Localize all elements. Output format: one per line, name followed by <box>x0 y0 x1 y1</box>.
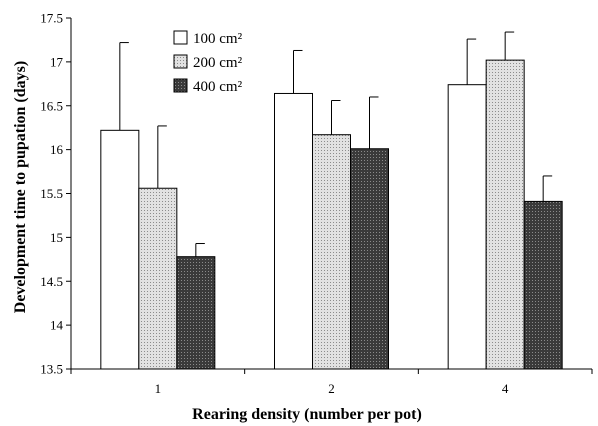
y-axis-title: Development time to pupation (days) <box>12 61 29 313</box>
bar <box>350 148 389 370</box>
legend-label: 200 cm² <box>193 55 243 71</box>
plot-area <box>70 18 592 370</box>
bar <box>312 134 351 370</box>
y-tick-label: 17 <box>50 54 64 69</box>
bar <box>176 256 216 370</box>
x-tick-label: 4 <box>502 381 509 396</box>
bar <box>523 200 563 370</box>
bar <box>100 129 140 370</box>
bar <box>138 187 178 370</box>
bar <box>274 92 313 370</box>
y-tick-label: 14 <box>50 318 64 333</box>
legend-swatch <box>173 54 188 69</box>
legend-swatch <box>173 78 188 93</box>
y-tick-label: 14.5 <box>40 274 63 289</box>
legend: 100 cm² 200 cm² 400 cm² <box>173 30 243 95</box>
legend-label: 400 cm² <box>193 79 243 95</box>
bar <box>485 59 525 370</box>
legend-label: 100 cm² <box>193 31 243 47</box>
y-tick-label: 17.5 <box>40 11 63 26</box>
y-tick-label: 15 <box>50 230 63 245</box>
y-tick-label: 15.5 <box>40 186 63 201</box>
x-tick-label: 2 <box>328 381 335 396</box>
y-tick-label: 13.5 <box>40 362 63 377</box>
x-axis-title: Rearing density (number per pot) <box>192 406 422 423</box>
bar <box>447 84 487 370</box>
y-tick-label: 16 <box>50 142 64 157</box>
legend-swatch <box>173 30 188 45</box>
x-axis-ticks: 1 2 4 <box>70 369 593 396</box>
y-axis-ticks: 13.5 14 14.5 15 15.5 16 16.5 17 17.5 <box>40 11 71 377</box>
x-tick-label: 1 <box>155 381 162 396</box>
y-tick-label: 16.5 <box>40 98 63 113</box>
